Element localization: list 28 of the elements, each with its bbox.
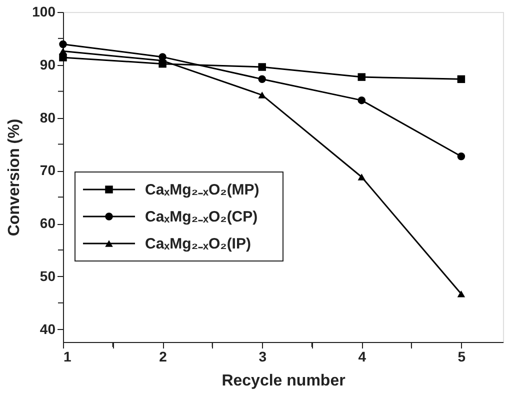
y-tick-label: 40 bbox=[40, 320, 56, 337]
y-tick-label: 60 bbox=[40, 215, 56, 232]
legend-label: CaₓMg₂₋ₓO₂(MP) bbox=[145, 182, 260, 198]
point bbox=[59, 48, 67, 54]
x-axis-title: Recycle number bbox=[222, 372, 346, 390]
point bbox=[457, 290, 466, 298]
y-tick-label: 80 bbox=[40, 109, 56, 126]
x-tick-label: 1 bbox=[64, 348, 72, 364]
point bbox=[258, 63, 266, 71]
point bbox=[457, 152, 466, 160]
y-axis-title: Conversion (%) bbox=[6, 118, 24, 236]
x-tick-label: 2 bbox=[159, 348, 168, 364]
y-tick-label: 70 bbox=[40, 162, 56, 178]
point bbox=[59, 40, 67, 48]
y-tick-label: 50 bbox=[40, 268, 56, 284]
point bbox=[258, 92, 266, 98]
point bbox=[457, 75, 466, 84]
point bbox=[258, 75, 266, 84]
point bbox=[358, 73, 366, 81]
point bbox=[358, 174, 366, 180]
x-tick-label: 5 bbox=[458, 348, 466, 364]
point bbox=[358, 96, 366, 104]
legend-label: CaₓMg₂₋ₓO₂(CP) bbox=[145, 208, 258, 226]
legend-label: CaₓMg₂₋ₓO₂(IP) bbox=[145, 236, 251, 252]
y-tick-label: 90 bbox=[40, 56, 56, 72]
x-tick-label: 3 bbox=[258, 348, 267, 364]
y-tick-label: 100 bbox=[32, 4, 56, 20]
x-tick-label: 4 bbox=[358, 348, 366, 364]
